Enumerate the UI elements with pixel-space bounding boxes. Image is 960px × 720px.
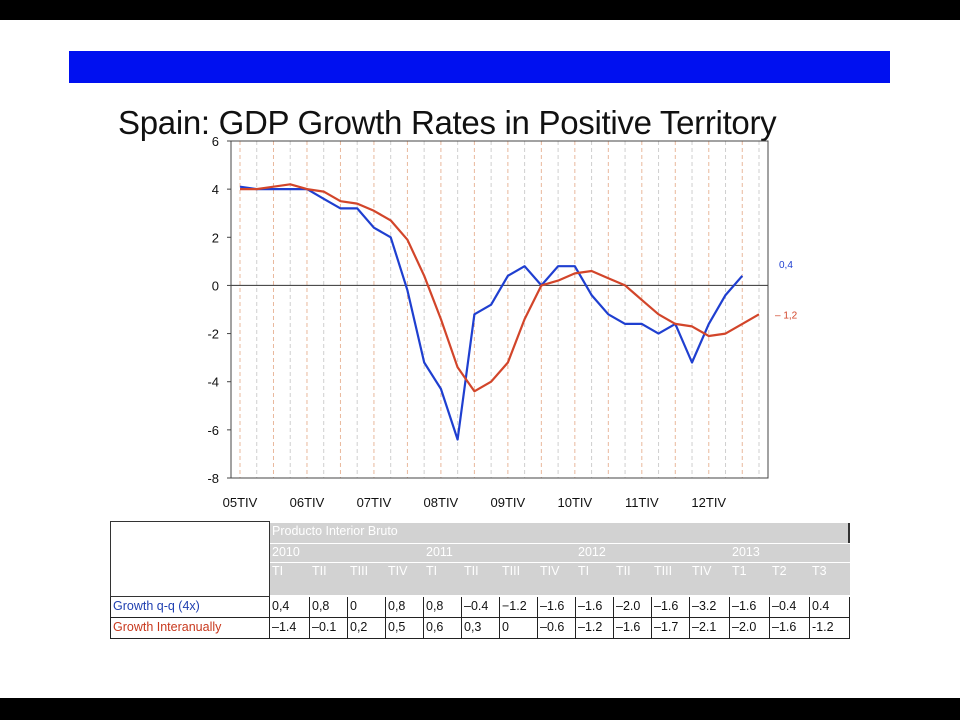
plot-frame [230,140,769,479]
x-tick-label: 07TIV [357,495,392,510]
series-line-0 [239,185,744,441]
header-bar [69,51,890,83]
table-corner [110,521,270,597]
quarter-header: TIV [538,563,576,595]
table-cell: –0.4 [770,597,810,618]
table-cell: –1.2 [576,618,614,639]
table-cell: 0,8 [386,597,424,618]
year-header: 2013 [730,544,850,562]
table-cell: –3.2 [690,597,730,618]
table-cell: –1.6 [770,618,810,639]
x-tick-label: 10TIV [557,495,592,510]
table-cell: 0 [348,597,386,618]
row-label: Growth Interanually [110,618,270,639]
table-cell: −1.2 [500,597,538,618]
table-cell: –1.6 [538,597,576,618]
table-cell: –1.6 [614,618,652,639]
y-tick-label: 0 [212,278,219,293]
x-tick-label: 11TIV [625,495,659,510]
year-header: 2010 [270,544,424,562]
table-cell: –2.0 [730,618,770,639]
x-tick-label: 12TIV [691,495,726,510]
quarter-header: TII [310,563,348,595]
table-cell: 0.4 [810,597,850,618]
x-tick-label: 09TIV [491,495,526,510]
quarter-header: T3 [810,563,850,595]
x-tick-label: 06TIV [290,495,325,510]
gdp-table: Producto Interior Bruto 2010 2011 2012 2013 T… [110,521,850,641]
y-tick-label: -8 [207,471,219,486]
y-tick-label: 2 [212,230,219,245]
x-tick-label: 05TIV [223,495,258,510]
table-cell: –0.1 [310,618,348,639]
table-cell: –0.4 [462,597,500,618]
series-end-label: – 1,2 [775,310,798,321]
quarter-header: TI [576,563,614,595]
year-header: 2012 [576,544,730,562]
quarter-header: TIII [348,563,386,595]
y-tick-label: -6 [207,423,219,438]
y-tick-label: -4 [207,375,219,390]
table-cell: –1.4 [270,618,310,639]
year-header: 2011 [424,544,576,562]
quarter-header: TIV [386,563,424,595]
table-header: Producto Interior Bruto [270,523,848,543]
quarter-header: TII [614,563,652,595]
table-cell: 0,2 [348,618,386,639]
table-cell: –1.7 [652,618,690,639]
table-header-edge [848,523,850,543]
quarter-header: TIII [652,563,690,595]
y-tick-label: 4 [212,182,219,197]
chart-axes [227,140,769,479]
table-cell: 0,5 [386,618,424,639]
table-cell: -1.2 [810,618,850,639]
table-cell: –0.6 [538,618,576,639]
table-cell: 0 [500,618,538,639]
chart-grid [239,141,760,478]
quarter-header: TI [424,563,462,595]
table-cell: –1.6 [652,597,690,618]
gdp-line-chart: -8 -6 -4 -2 0 2 4 6 05TIV 06TIV 07TIV 08TIV 09TIV 10T… [207,134,797,510]
quarter-header: TII [462,563,500,595]
table-cell: 0,6 [424,618,462,639]
quarter-header: T1 [730,563,770,595]
table-cell: –2.1 [690,618,730,639]
table-cell: –1.6 [730,597,770,618]
table-cell: –2.0 [614,597,652,618]
series-line-1 [240,183,760,393]
slide-title: Spain: GDP Growth Rates in Positive Terr… [118,104,777,141]
chart-labels: -8 -6 -4 -2 0 2 4 6 05TIV 06TIV 07TIV 08TIV 09TIV 10T… [207,134,797,510]
row-label: Growth q-q (4x) [110,597,270,618]
quarter-header: TIV [690,563,730,595]
quarter-header: T2 [770,563,810,595]
quarter-header: TI [270,563,310,595]
y-tick-label: -2 [207,327,219,342]
table-cell: –1.6 [576,597,614,618]
table-cell: 0,8 [310,597,348,618]
table-cell: 0,4 [270,597,310,618]
table-cell: 0,8 [424,597,462,618]
y-tick-label: 6 [212,134,219,149]
chart-series [239,183,760,441]
x-tick-label: 08TIV [424,495,459,510]
table-cell: 0,3 [462,618,500,639]
quarter-header: TIII [500,563,538,595]
series-end-label: 0,4 [779,260,793,271]
